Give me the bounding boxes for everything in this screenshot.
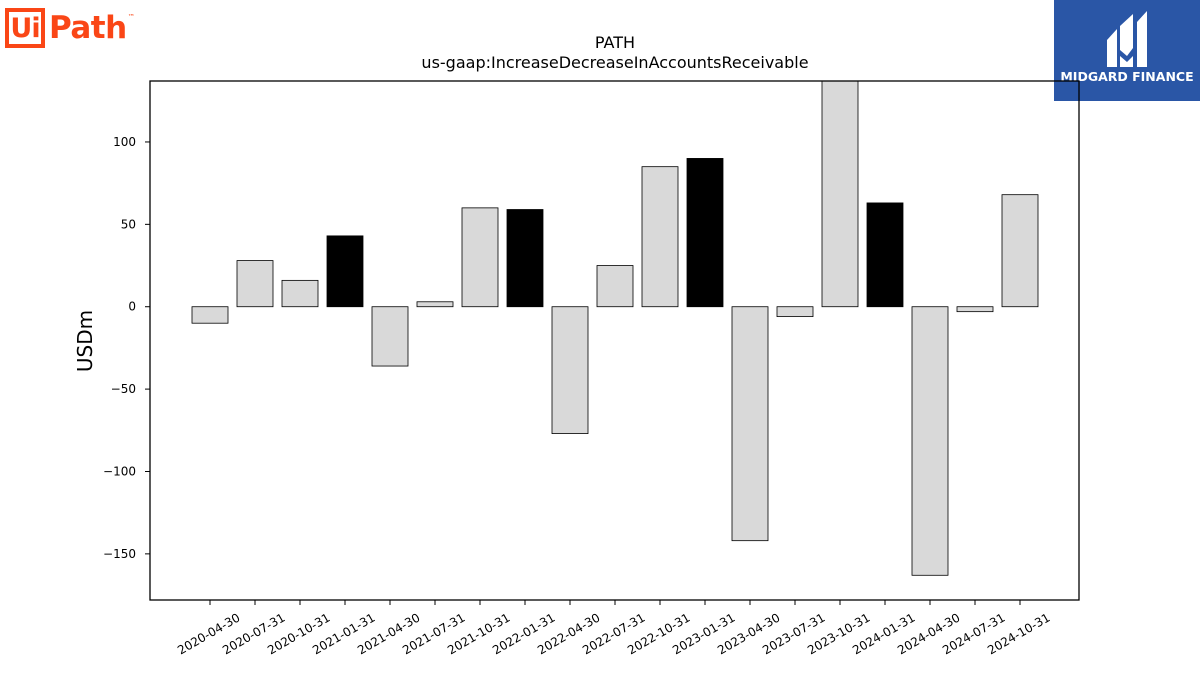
y-axis-label: USDm xyxy=(73,310,97,372)
chart-subtitle: us-gaap:IncreaseDecreaseInAccountsReceiv… xyxy=(421,53,808,72)
x-ticks-group: 2020-04-302020-07-312020-10-312021-01-31… xyxy=(175,600,1053,657)
bar-2022-10-31 xyxy=(641,166,679,308)
midgard-finance-text: MIDGARD FINANCE xyxy=(1060,69,1194,84)
plot-frame xyxy=(149,80,1080,601)
bar-2021-07-31 xyxy=(416,301,454,308)
bar-2022-01-31 xyxy=(506,209,544,308)
y-ticks-group: −150 −100 −50 0 50 100 xyxy=(103,135,150,561)
bar-2022-07-31 xyxy=(596,265,634,308)
uipath-logo-tm: ™ xyxy=(127,13,135,21)
bar-2024-10-31 xyxy=(1001,194,1039,308)
bars-group xyxy=(191,80,1039,576)
bar-2021-01-31 xyxy=(326,235,364,308)
uipath-logo-box: Ui xyxy=(5,8,45,48)
bar-2022-04-30 xyxy=(551,306,589,434)
uipath-logo: Ui Path ™ xyxy=(5,5,135,51)
y-tick-label: −50 xyxy=(111,382,136,396)
bar-2021-04-30 xyxy=(371,306,409,367)
bar-2020-10-31 xyxy=(281,279,319,308)
bar-2024-07-31 xyxy=(956,306,994,313)
bar-2021-10-31 xyxy=(461,207,499,308)
chart-title: PATH xyxy=(595,33,635,52)
y-tick-label: −100 xyxy=(103,464,136,478)
y-tick-label: 100 xyxy=(113,135,136,149)
bar-2023-10-31 xyxy=(821,80,859,308)
bar-2023-07-31 xyxy=(776,306,814,318)
midgard-emblem-icon xyxy=(1107,11,1147,67)
y-tick-label: 50 xyxy=(121,217,136,231)
y-tick-label: 0 xyxy=(128,300,136,314)
bar-2020-04-30 xyxy=(191,306,229,324)
midgard-finance-logo: MIDGARD FINANCE xyxy=(1054,0,1200,101)
uipath-logo-word: Path xyxy=(49,10,127,46)
bar-2020-07-31 xyxy=(236,260,274,308)
bar-2024-01-31 xyxy=(866,202,904,308)
bar-2024-04-30 xyxy=(911,306,949,576)
bar-2023-01-31 xyxy=(686,158,724,308)
y-tick-label: −150 xyxy=(103,547,136,561)
bar-2023-04-30 xyxy=(731,306,769,542)
